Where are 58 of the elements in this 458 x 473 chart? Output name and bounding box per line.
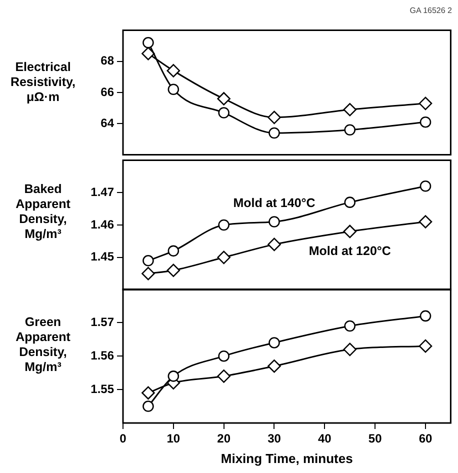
x-tick-label: 0 [120, 432, 127, 446]
point [418, 339, 432, 353]
point [418, 215, 432, 228]
point [218, 219, 230, 231]
y-tick-label: 1.56 [90, 348, 114, 362]
y-tick-label: 1.45 [90, 250, 114, 264]
point [344, 320, 356, 332]
point [168, 84, 180, 96]
point [217, 250, 230, 264]
point [268, 238, 281, 252]
point [420, 310, 432, 322]
point [268, 337, 280, 348]
y-axis-title: Electrical Resistivity, μΩ·m [9, 60, 77, 104]
point [343, 342, 357, 356]
text: GA 16526 2 [410, 6, 452, 15]
y-tick-label: 1.47 [90, 184, 114, 199]
x-tick-label: 20 [217, 432, 231, 446]
y-tick-label: 66 [100, 84, 114, 99]
x-tick-label: 30 [268, 432, 282, 446]
point [142, 266, 155, 280]
series-label: Mold at 120°C [308, 244, 391, 258]
y-axis-title: Baked Apparent Density, Mg/m³ [14, 182, 72, 242]
point [217, 370, 230, 383]
point [418, 96, 432, 110]
point [268, 359, 281, 373]
x-tick-label: 10 [166, 432, 180, 446]
y-tick-label: 64 [100, 116, 114, 130]
point [268, 216, 280, 228]
point [168, 245, 180, 257]
point [166, 64, 180, 78]
point [166, 264, 180, 278]
point [142, 386, 155, 400]
y-tick-label: 1.46 [90, 217, 114, 232]
y-tick-label: 1.55 [90, 382, 114, 396]
point [268, 127, 280, 139]
point [142, 37, 154, 48]
point [217, 92, 230, 106]
x-tick-label: 60 [418, 432, 432, 446]
point [168, 370, 180, 382]
series-label: Mold at 140°C [233, 196, 316, 210]
point [343, 102, 357, 116]
y-axis-title: Green Apparent Density, Mg/m³ [14, 315, 72, 375]
point [142, 400, 154, 412]
x-tick-label: 40 [318, 432, 332, 446]
y-tick-label: 68 [100, 54, 114, 68]
y-tick-label: 1.57 [90, 314, 114, 329]
point [420, 116, 432, 128]
point [218, 350, 230, 362]
point [218, 107, 230, 118]
point [344, 196, 356, 208]
point [142, 254, 154, 266]
point [344, 124, 356, 136]
point [343, 224, 357, 238]
point [268, 110, 281, 124]
x-axis-title: Mixing Time, minutes [220, 450, 353, 466]
point [420, 180, 432, 192]
point [142, 46, 155, 60]
x-tick-label: 50 [368, 432, 382, 446]
